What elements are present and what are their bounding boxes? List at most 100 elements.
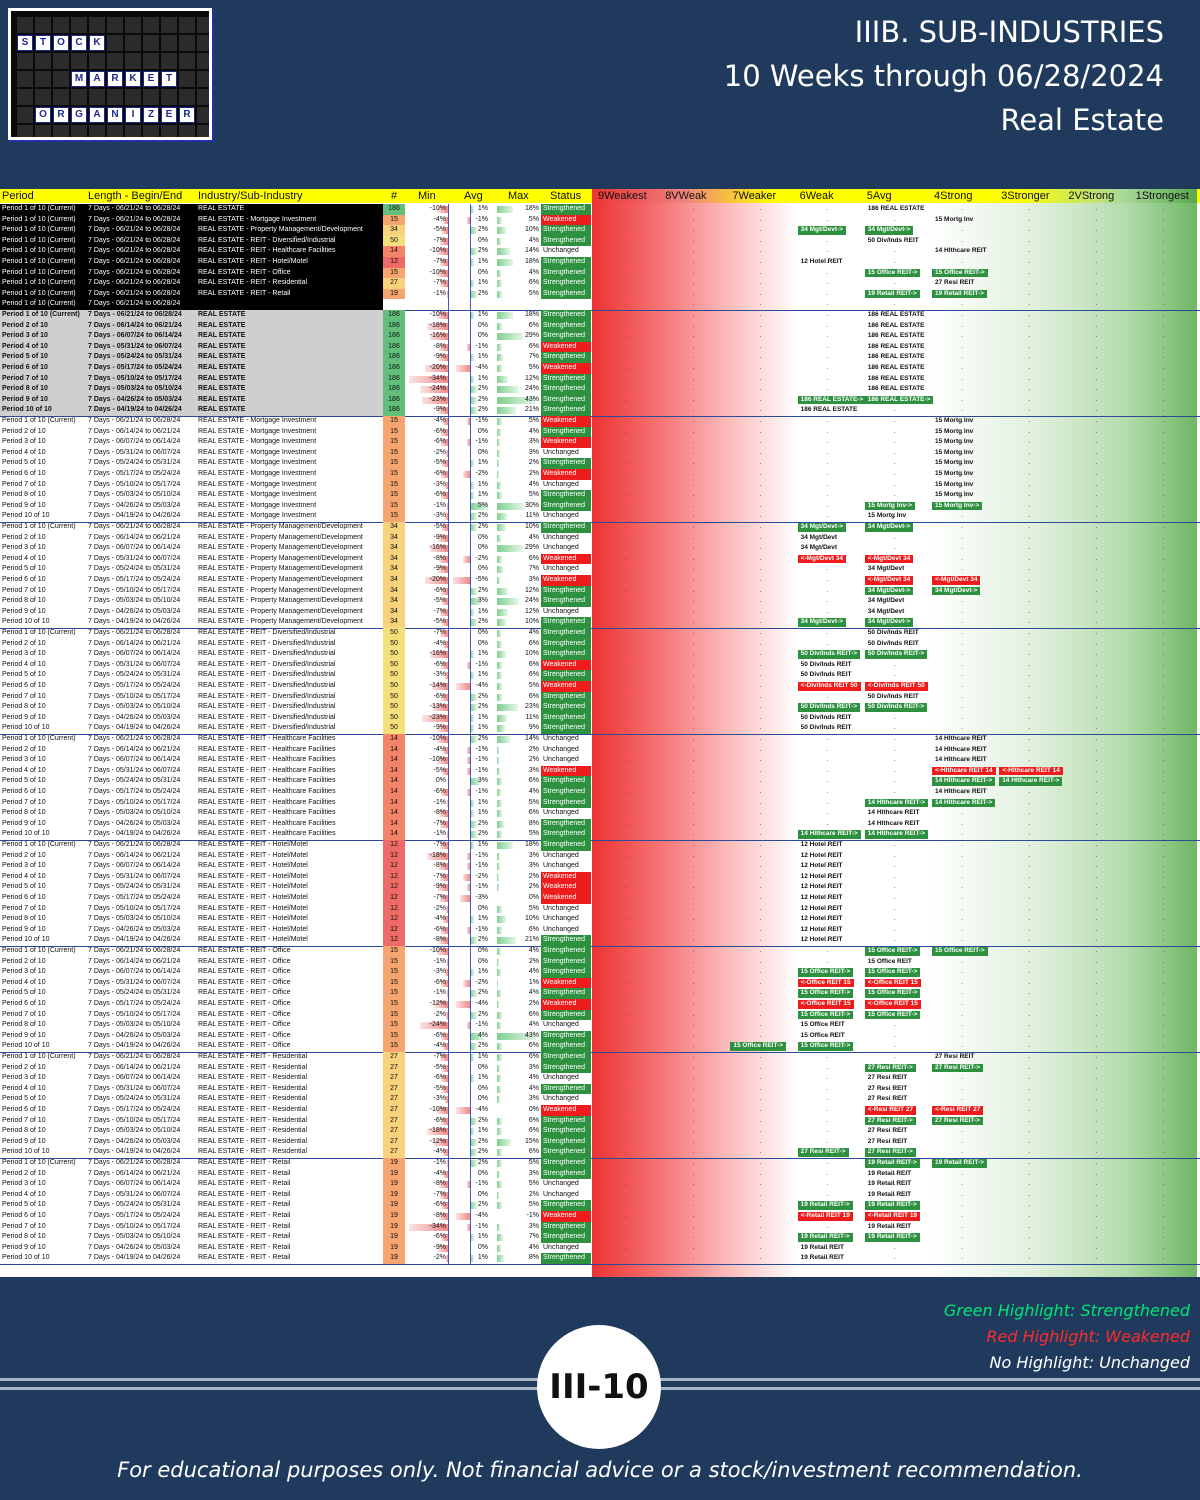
avg-bar xyxy=(452,577,470,584)
min-cell: -24% xyxy=(429,385,446,393)
title-sector: Real Estate xyxy=(1000,103,1164,137)
table-row: Period 9 of 10 7 Days - 04/26/24 to 05/03… xyxy=(0,818,1200,830)
count-cell: 15 xyxy=(383,1041,405,1052)
avg-axis xyxy=(470,331,471,342)
empty-rank-dot: . xyxy=(893,1127,896,1135)
min-cell: -3% xyxy=(433,1095,446,1103)
length-cell: 7 Days - 06/21/24 to 06/28/24 xyxy=(88,947,181,954)
avg-axis xyxy=(470,617,471,628)
avg-bar xyxy=(466,852,470,860)
empty-rank-dot: . xyxy=(759,1201,762,1209)
table-row: Period 10 of 10 7 Days - 04/19/24 to 04/2… xyxy=(0,617,1200,628)
max-cell: 5% xyxy=(528,798,539,806)
empty-rank-dot: . xyxy=(692,438,695,446)
min-axis xyxy=(448,479,449,491)
avg-axis xyxy=(470,638,471,650)
status-cell: Strengthened xyxy=(541,1221,591,1233)
min-cell: -7% xyxy=(433,236,446,244)
min-bar xyxy=(421,396,448,404)
rank-tag: 50 Div/Inds REIT xyxy=(867,629,919,636)
empty-rank-dot: . xyxy=(1095,671,1098,679)
industry-cell: REAL ESTATE - REIT - Hotel/Motel xyxy=(198,862,308,870)
empty-rank-dot: . xyxy=(625,1021,627,1029)
rank-tag: 12 Hotel REIT xyxy=(800,915,843,923)
rank-tag: 27 Resi REIT-> xyxy=(864,1063,916,1073)
empty-rank-dot: . xyxy=(1162,639,1165,647)
table-row: Period 7 of 10 7 Days - 05/10/24 to 05/17… xyxy=(0,585,1200,597)
min-cell: -8% xyxy=(433,1212,446,1219)
min-cell: -10% xyxy=(429,205,446,212)
avg-axis xyxy=(470,914,471,925)
min-axis xyxy=(448,1009,449,1021)
empty-rank-dot: . xyxy=(625,1148,627,1156)
rank-tag: 19 Retail REIT-> xyxy=(864,1159,920,1168)
logo-grid-cell xyxy=(17,71,33,87)
table-row: Period 9 of 10 7 Days - 04/26/24 to 05/03… xyxy=(0,1242,1200,1254)
min-axis xyxy=(448,373,449,385)
empty-rank-dot: . xyxy=(1162,258,1165,265)
status-cell: Weakened xyxy=(541,1211,591,1222)
empty-rank-dot: . xyxy=(1095,1169,1098,1177)
rank-tag: <-Retail REIT 19 xyxy=(864,1212,921,1221)
status-cell: Strengthened xyxy=(541,585,591,597)
empty-rank-dot: . xyxy=(1162,597,1165,605)
rank-tag: 15 Office REIT xyxy=(867,957,912,965)
min-cell: -34% xyxy=(429,374,446,382)
column-header: # xyxy=(391,190,398,202)
period-cell: Period 3 of 10 xyxy=(2,544,46,552)
empty-rank-dot: . xyxy=(961,523,963,530)
industry-cell: REAL ESTATE - REIT - Healthcare Faciliti… xyxy=(198,830,336,838)
empty-rank-dot: . xyxy=(1095,735,1098,742)
avg-cell: 1% xyxy=(477,607,488,615)
empty-rank-dot: . xyxy=(1162,353,1165,361)
length-cell: 7 Days - 05/31/24 to 06/07/24 xyxy=(88,554,181,562)
avg-bar xyxy=(466,1181,470,1189)
avg-axis xyxy=(470,691,471,703)
empty-rank-dot: . xyxy=(759,385,762,393)
empty-rank-dot: . xyxy=(893,862,896,870)
empty-rank-dot: . xyxy=(1162,1127,1165,1135)
empty-rank-dot: . xyxy=(961,1084,963,1092)
max-bar xyxy=(497,693,503,701)
max-cell: 14% xyxy=(524,735,539,742)
min-axis xyxy=(448,924,449,936)
rank-tag: <-Mgt/Devt 34 xyxy=(864,554,914,564)
empty-rank-dot: . xyxy=(826,872,829,880)
rank-tag: <-Hlthcare REIT 14 xyxy=(999,766,1063,776)
empty-rank-dot: . xyxy=(625,448,627,456)
industry-cell: REAL ESTATE xyxy=(198,364,246,371)
logo-grid-cell xyxy=(71,17,87,33)
empty-rank-dot: . xyxy=(961,756,963,764)
avg-axis xyxy=(470,988,471,999)
rank-tag: 15 Office REIT-> xyxy=(797,968,854,977)
count-cell: 186 xyxy=(383,405,405,416)
max-cell: 5% xyxy=(528,491,539,499)
empty-rank-dot: . xyxy=(1095,692,1098,700)
empty-rank-dot: . xyxy=(759,692,762,700)
min-cell: -7% xyxy=(433,1053,446,1060)
min-bar xyxy=(425,577,448,584)
period-cell: Period 10 of 10 xyxy=(2,1042,50,1050)
industry-cell: REAL ESTATE - REIT - Hotel/Motel xyxy=(198,872,308,880)
rank-tag: <-Office REIT 15 xyxy=(864,978,921,988)
period-cell: Period 4 of 10 xyxy=(2,554,46,562)
max-bar xyxy=(497,555,503,563)
empty-rank-dot: . xyxy=(759,957,762,965)
min-cell: -9% xyxy=(433,406,446,414)
empty-rank-dot: . xyxy=(1162,841,1165,848)
avg-axis xyxy=(470,469,471,480)
empty-rank-dot: . xyxy=(1028,1201,1031,1209)
status-cell: Strengthened xyxy=(541,723,591,734)
avg-bar xyxy=(470,1032,484,1040)
period-cell: Period 1 of 10 (Current) xyxy=(2,279,76,287)
avg-axis xyxy=(470,946,471,957)
min-cell: -13% xyxy=(429,703,446,711)
table-row: Period 2 of 10 7 Days - 06/14/24 to 06/21… xyxy=(0,426,1200,438)
industry-cell: REAL ESTATE - REIT - Retail xyxy=(198,1159,291,1166)
avg-axis xyxy=(470,903,471,915)
avg-axis xyxy=(470,999,471,1010)
industry-cell: REAL ESTATE - REIT - Hotel/Motel xyxy=(198,851,308,859)
rank-tag: 15 Office REIT-> xyxy=(864,1010,921,1020)
empty-rank-dot: . xyxy=(826,300,829,308)
